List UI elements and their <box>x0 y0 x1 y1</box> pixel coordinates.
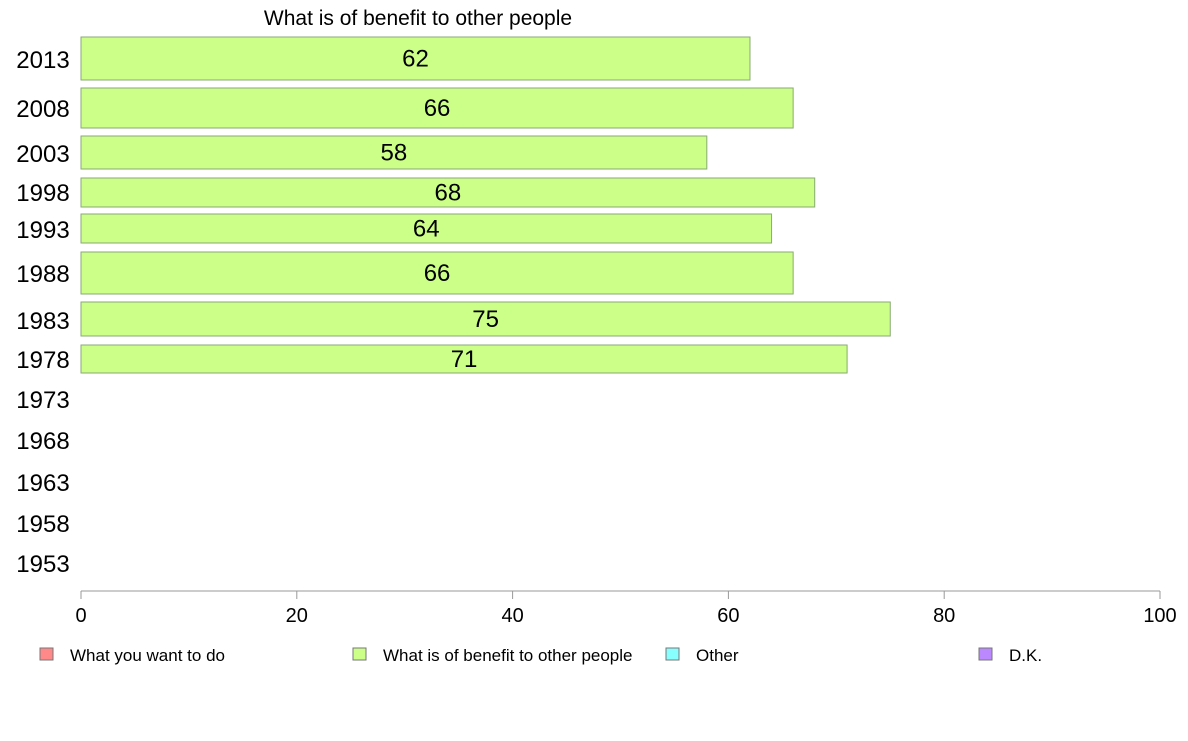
bar <box>80 344 848 374</box>
legend-label: Other <box>696 646 739 665</box>
y-tick-label: 1953 <box>16 551 69 578</box>
legend-swatch <box>978 647 993 661</box>
x-tick-label: 100 <box>1143 605 1176 627</box>
bar-value-label: 75 <box>472 306 499 333</box>
bar-value-label: 68 <box>435 180 462 207</box>
y-tick-label: 1963 <box>16 470 69 497</box>
x-tick-label: 60 <box>717 605 739 627</box>
legend: What you want to do What is of benefit to… <box>39 646 1042 665</box>
bar-value-label: 66 <box>424 95 451 122</box>
legend-label: What is of benefit to other people <box>383 646 633 665</box>
bar <box>80 177 816 208</box>
legend-label: What you want to do <box>70 646 225 665</box>
bar-value-label: 66 <box>424 260 451 287</box>
bar <box>80 251 794 295</box>
x-tick-label: 20 <box>286 605 308 627</box>
legend-swatch <box>39 647 54 661</box>
y-tick-label: 1978 <box>16 347 69 374</box>
x-tick-label: 40 <box>501 605 523 627</box>
x-tick-label: 80 <box>933 605 955 627</box>
y-tick-label: 1958 <box>16 511 69 538</box>
x-axis: 0 20 40 60 80 100 <box>75 590 1177 627</box>
legend-swatch <box>352 647 367 661</box>
y-tick-label: 1998 <box>16 180 69 207</box>
legend-swatch <box>665 647 680 661</box>
y-axis: 2013 2008 2003 1998 1993 1988 1983 1978 1973 1968… <box>16 47 69 578</box>
chart-title: What is of benefit to other people <box>264 7 572 30</box>
bars-layer: 62 66 58 68 64 66 75 71 <box>80 36 891 374</box>
bar <box>80 135 708 170</box>
y-tick-label: 1983 <box>16 308 69 335</box>
legend-label: D.K. <box>1009 646 1042 665</box>
y-tick-label: 2013 <box>16 47 69 74</box>
bar <box>80 213 773 244</box>
y-tick-label: 2008 <box>16 96 69 123</box>
y-tick-label: 1968 <box>16 428 69 455</box>
bar-value-label: 64 <box>413 216 440 243</box>
bar <box>80 301 891 337</box>
y-tick-label: 1973 <box>16 387 69 414</box>
y-tick-label: 1993 <box>16 217 69 244</box>
bar-value-label: 58 <box>381 140 408 167</box>
bar <box>80 36 751 81</box>
bar <box>80 87 794 129</box>
y-tick-label: 2003 <box>16 141 69 168</box>
bar-value-label: 71 <box>451 346 478 373</box>
y-tick-label: 1988 <box>16 261 69 288</box>
bar-value-label: 62 <box>402 46 429 73</box>
x-tick-label: 0 <box>75 605 86 627</box>
